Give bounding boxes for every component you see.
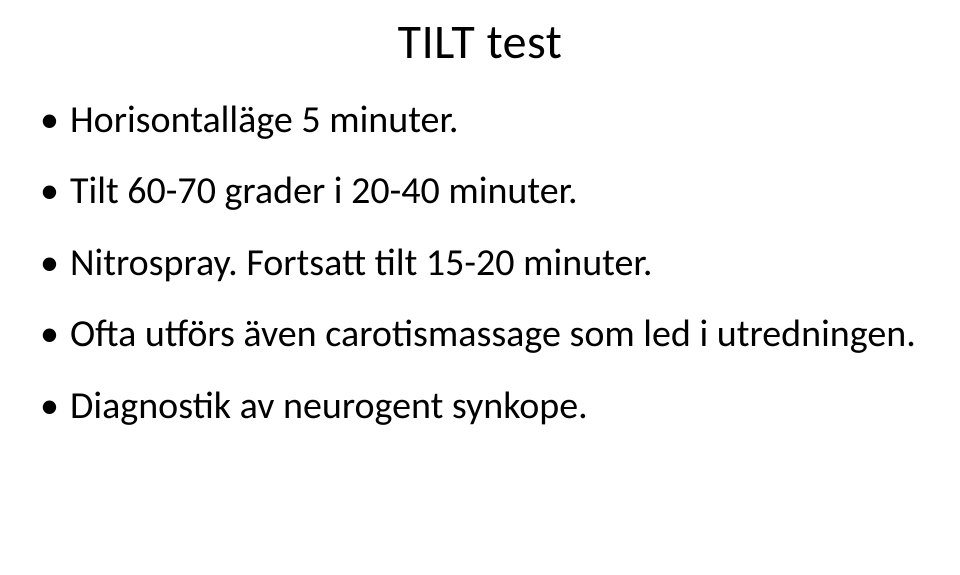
list-item: Nitrospray. Fortsatt tilt 15-20 minuter. xyxy=(34,236,926,291)
list-item: Ofta utförs även carotismassage som led … xyxy=(34,307,926,362)
slide-title: TILT test xyxy=(34,12,926,71)
list-item: Horisontalläge 5 minuter. xyxy=(34,93,926,148)
bullet-list: Horisontalläge 5 minuter. Tilt 60-70 gra… xyxy=(34,93,926,434)
list-item: Tilt 60-70 grader i 20-40 minuter. xyxy=(34,164,926,219)
slide: TILT test Horisontalläge 5 minuter. Tilt… xyxy=(0,0,960,434)
list-item: Diagnostik av neurogent synkope. xyxy=(34,379,926,434)
